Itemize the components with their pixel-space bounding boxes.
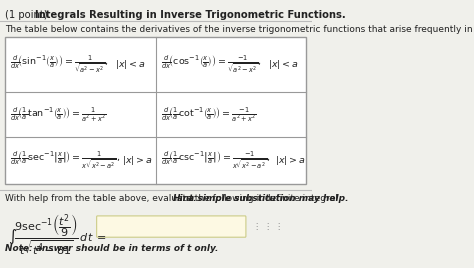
- Text: $\frac{d}{dx}\!\left(\cos^{-1}\!\left(\frac{x}{a}\right)\right)=\frac{-1}{\sqrt{: $\frac{d}{dx}\!\left(\cos^{-1}\!\left(\f…: [161, 53, 262, 76]
- Text: $|x|>a$: $|x|>a$: [275, 154, 306, 167]
- Text: (1 point): (1 point): [5, 10, 51, 20]
- FancyBboxPatch shape: [97, 216, 246, 237]
- Text: With help from the table above, evaluate the following indefinite integral.: With help from the table above, evaluate…: [5, 194, 344, 203]
- Text: $\frac{d}{dx}\!\left(\frac{1}{a}\sec^{-1}\!\left|\frac{x}{a}\right|\right)=\frac: $\frac{d}{dx}\!\left(\frac{1}{a}\sec^{-1…: [10, 150, 120, 172]
- Text: $|x|<a$: $|x|<a$: [268, 58, 299, 71]
- Text: Hint:: Hint:: [173, 194, 198, 203]
- Text: Note: answer should be in terms of t only.: Note: answer should be in terms of t onl…: [5, 244, 219, 253]
- Text: The table below contains the derivatives of the inverse trigonometric functions : The table below contains the derivatives…: [5, 25, 474, 34]
- Text: $|x|<a$: $|x|<a$: [115, 58, 146, 71]
- Text: Integrals Resulting in Inverse Trigonometric Functions.: Integrals Resulting in Inverse Trigonome…: [35, 10, 346, 20]
- Text: $\frac{d}{dx}\!\left(\frac{1}{a}\tan^{-1}\!\left(\frac{x}{a}\right)\right)=\frac: $\frac{d}{dx}\!\left(\frac{1}{a}\tan^{-1…: [10, 106, 106, 124]
- Text: $\frac{d}{dx}\!\left(\frac{1}{a}\cot^{-1}\!\left(\frac{x}{a}\right)\right)=\frac: $\frac{d}{dx}\!\left(\frac{1}{a}\cot^{-1…: [161, 106, 257, 124]
- Text: $\int\!\dfrac{9\sec^{-1}\!\left(\dfrac{t^2}{9}\right)}{t\sqrt{t^4-81}}\,dt\;=$: $\int\!\dfrac{9\sec^{-1}\!\left(\dfrac{t…: [8, 213, 107, 259]
- Bar: [5, 37, 306, 184]
- Text: $\frac{d}{dx}\!\left(\sin^{-1}\!\left(\frac{x}{a}\right)\right)=\frac{1}{\sqrt{a: $\frac{d}{dx}\!\left(\sin^{-1}\!\left(\f…: [10, 53, 109, 76]
- Text: ⋮ ⋮ ⋮: ⋮ ⋮ ⋮: [253, 222, 283, 231]
- Text: $|x|>a$: $|x|>a$: [122, 154, 153, 167]
- Text: $\frac{d}{dx}\!\left(\frac{1}{a}\csc^{-1}\!\left|\frac{x}{a}\right|\right)=\frac: $\frac{d}{dx}\!\left(\frac{1}{a}\csc^{-1…: [161, 150, 271, 172]
- Text: a simple substitution may help.: a simple substitution may help.: [185, 194, 348, 203]
